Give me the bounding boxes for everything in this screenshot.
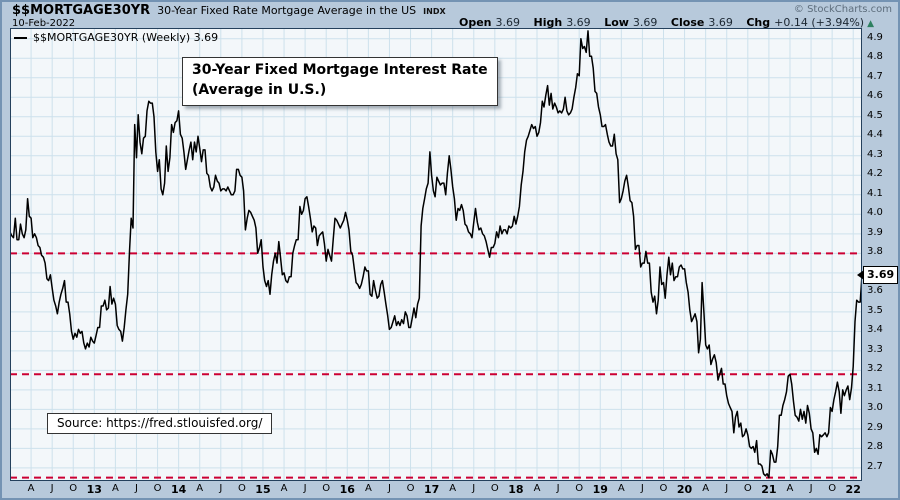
open-label: Open xyxy=(458,16,492,29)
change-label: Chg xyxy=(746,16,771,29)
x-axis-tick-label: A xyxy=(27,483,35,494)
source-box: Source: https://fred.stlouisfed.org/ xyxy=(47,413,273,434)
source-text: Source: https://fred.stlouisfed.org/ xyxy=(57,416,263,430)
chart-header: $$MORTGAGE30YR 30-Year Fixed Rate Mortga… xyxy=(12,3,446,18)
open-value: 3.69 xyxy=(495,16,521,29)
x-axis-tick-label: J xyxy=(640,483,644,494)
x-axis-tick-label: A xyxy=(786,483,794,494)
chart-legend: $$MORTGAGE30YR (Weekly) 3.69 xyxy=(14,31,218,44)
x-axis-tick-label: 21 xyxy=(761,483,777,496)
y-axis-tick-label: 3.2 xyxy=(867,363,883,375)
x-axis-tick-label: A xyxy=(533,483,541,494)
y-axis-tick-label: 3.8 xyxy=(867,246,883,258)
current-price-value: 3.69 xyxy=(867,267,895,281)
x-axis-tick-label: A xyxy=(449,483,457,494)
y-axis-tick-label: 3.4 xyxy=(867,324,883,336)
y-axis-tick-label: 3.0 xyxy=(867,402,883,414)
y-axis-tick-label: 4.3 xyxy=(867,148,883,160)
x-axis-tick-label: 15 xyxy=(255,483,271,496)
x-axis-tick-label: J xyxy=(472,483,476,494)
change-up-icon: ▲ xyxy=(867,19,874,29)
x-axis-tick-label: O xyxy=(659,483,668,494)
x-axis-tick-label: O xyxy=(69,483,78,494)
x-axis-tick-label: J xyxy=(134,483,138,494)
chart-date: 10-Feb-2022 xyxy=(12,18,76,29)
x-axis-tick-label: J xyxy=(809,483,813,494)
exchange-label: INDX xyxy=(423,7,446,16)
annotation-box: 30-Year Fixed Mortgage Interest Rate (Av… xyxy=(182,57,498,107)
x-axis-tick-label: J xyxy=(556,483,560,494)
y-axis-tick-label: 4.1 xyxy=(867,187,883,199)
y-axis-tick-label: 3.5 xyxy=(867,304,883,316)
y-axis-tick-label: 3.9 xyxy=(867,226,883,238)
legend-label: $$MORTGAGE30YR (Weekly) 3.69 xyxy=(33,31,219,44)
low-label: Low xyxy=(604,16,629,29)
x-axis-tick-label: O xyxy=(237,483,246,494)
change-value: +0.14 (+3.94%) xyxy=(774,16,865,29)
x-axis-tick-label: 16 xyxy=(339,483,355,496)
x-axis-tick-label: O xyxy=(322,483,331,494)
y-axis-tick-label: 4.5 xyxy=(867,109,883,121)
annotation-line-1: 30-Year Fixed Mortgage Interest Rate xyxy=(192,62,488,78)
symbol-title: $$MORTGAGE30YR xyxy=(12,3,151,18)
y-axis-tick-label: 4.4 xyxy=(867,129,883,141)
x-axis-tick-label: 20 xyxy=(676,483,693,496)
x-axis-tick-label: J xyxy=(219,483,223,494)
x-axis-tick-label: J xyxy=(303,483,307,494)
annotation-line-2: (Average in U.S.) xyxy=(192,81,327,98)
close-value: 3.69 xyxy=(708,16,733,29)
x-axis-tick-label: A xyxy=(702,483,710,494)
x-axis-tick-label: A xyxy=(364,483,372,494)
y-axis-tick-label: 3.6 xyxy=(867,285,883,297)
price-arrow-icon xyxy=(857,269,864,280)
x-axis-tick-label: O xyxy=(153,483,162,494)
y-axis-tick-label: 2.9 xyxy=(867,421,883,433)
x-axis-tick-label: J xyxy=(387,483,391,494)
y-axis-tick-label: 4.8 xyxy=(867,51,883,63)
x-axis-tick-label: 14 xyxy=(170,483,187,496)
x-axis-tick-label: J xyxy=(725,483,729,494)
x-axis-tick-label: O xyxy=(406,483,415,494)
y-axis-tick-label: 4.9 xyxy=(867,31,883,43)
y-axis-tick-label: 3.3 xyxy=(867,343,883,355)
legend-line-swatch xyxy=(14,36,27,39)
stockcharts-copyright-link[interactable]: © StockCharts.com xyxy=(793,4,892,15)
ohlc-quote-row: Open 3.69 High 3.69 Low 3.69 Close 3.69 Chg +… xyxy=(459,16,874,29)
y-axis-tick-label: 2.7 xyxy=(867,460,883,472)
x-axis-tick-label: A xyxy=(196,483,204,494)
y-axis-tick-label: 4.7 xyxy=(867,70,883,82)
x-axis-tick-label: O xyxy=(828,483,837,494)
x-axis-tick-label: 18 xyxy=(508,483,524,496)
high-value: 3.69 xyxy=(566,16,591,29)
high-label: High xyxy=(533,16,563,29)
x-axis-tick-label: O xyxy=(575,483,584,494)
x-axis-tick-label: A xyxy=(111,483,119,494)
x-axis-tick-label: A xyxy=(280,483,288,494)
y-axis-tick-label: 4.6 xyxy=(867,90,883,102)
close-label: Close xyxy=(670,16,705,29)
current-price-label: 3.69 xyxy=(857,265,899,284)
x-axis-tick-label: 13 xyxy=(86,483,102,496)
x-axis-tick-label: 17 xyxy=(423,483,440,496)
low-value: 3.69 xyxy=(632,16,658,29)
x-axis-tick-label: 22 xyxy=(845,483,861,496)
x-axis-tick-label: 19 xyxy=(592,483,608,496)
x-axis-tick-label: A xyxy=(617,483,625,494)
y-axis-tick-label: 4.0 xyxy=(867,207,883,219)
x-axis-tick-label: O xyxy=(490,483,499,494)
chart-subtitle: 30-Year Fixed Rate Mortgage Average in t… xyxy=(157,4,417,17)
y-axis-tick-label: 4.2 xyxy=(867,168,883,180)
x-axis-tick-label: J xyxy=(50,483,54,494)
x-axis-tick-label: O xyxy=(743,483,752,494)
y-axis-tick-label: 2.8 xyxy=(867,441,883,453)
y-axis-tick-label: 3.1 xyxy=(867,382,883,394)
